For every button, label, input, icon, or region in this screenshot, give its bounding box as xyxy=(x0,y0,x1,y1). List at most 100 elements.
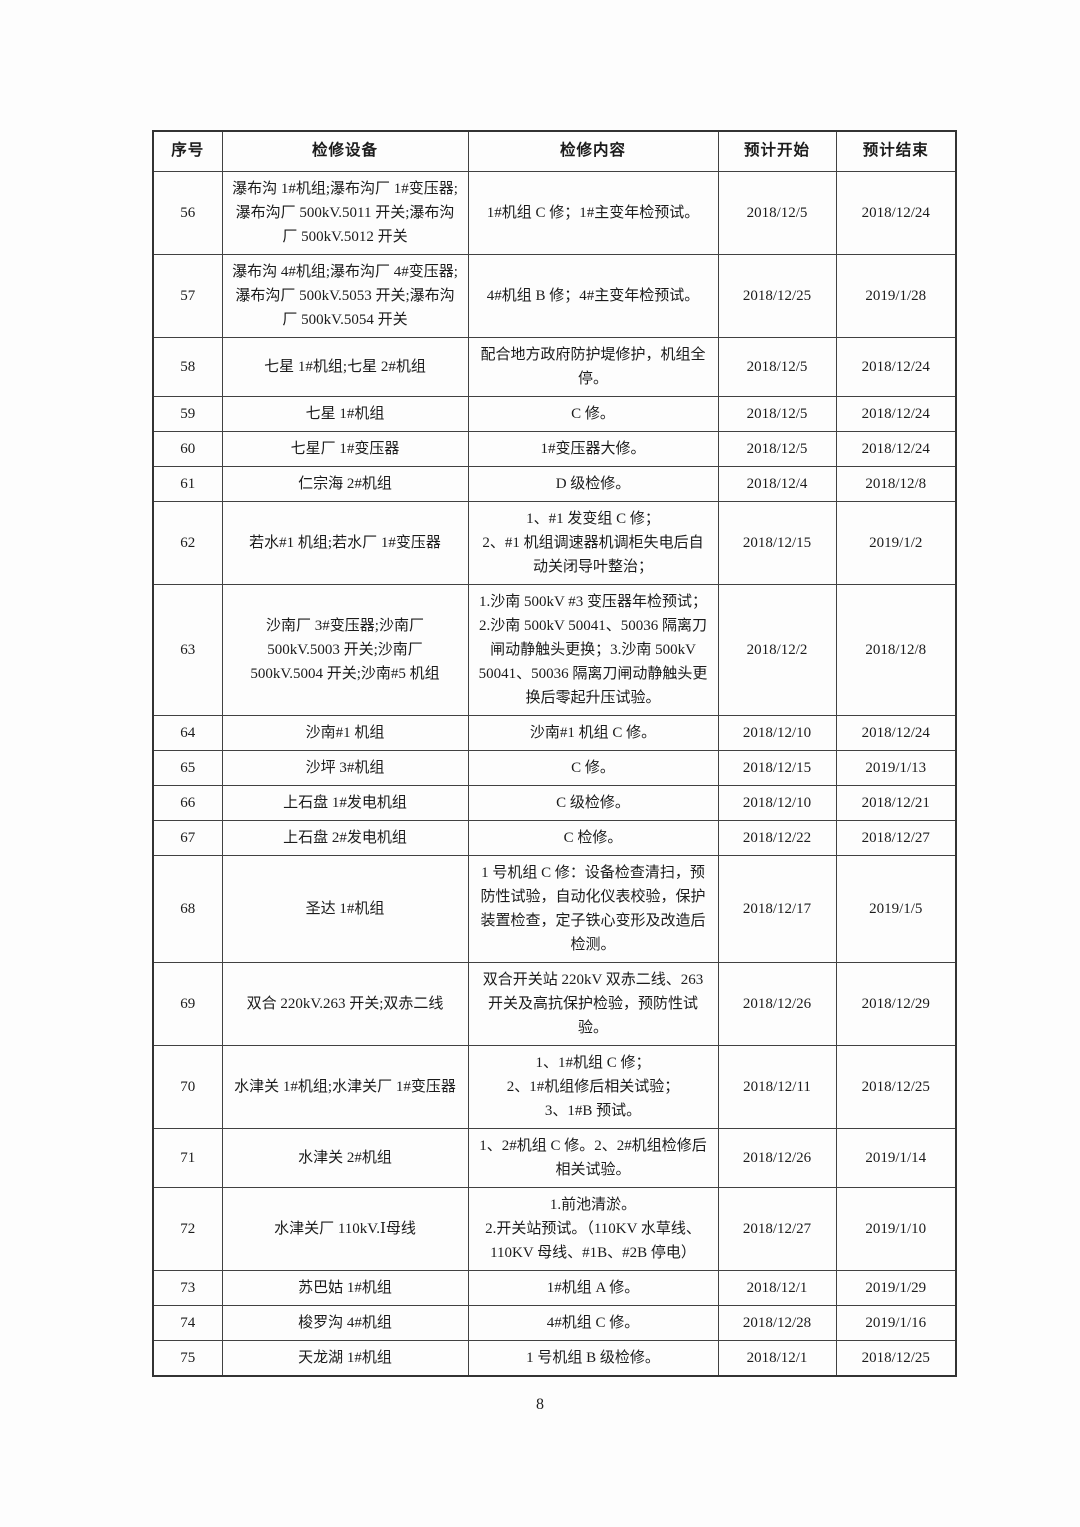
column-header-equipment: 检修设备 xyxy=(221,130,469,172)
cell-serial-number: 69 xyxy=(152,961,223,1046)
table-row: 70 水津关 1#机组;水津关厂 1#变压器 1、1#机组 C 修； 2、1#机… xyxy=(152,1044,957,1129)
cell-start-date: 2018/12/15 xyxy=(717,749,837,786)
cell-start-date: 2018/12/11 xyxy=(717,1044,837,1129)
cell-equipment: 水津关 1#机组;水津关厂 1#变压器 xyxy=(221,1044,469,1129)
table-row: 60 七星厂 1#变压器 1#变压器大修。 2018/12/5 2018/12/… xyxy=(152,430,957,467)
cell-end-date: 2019/1/10 xyxy=(835,1186,957,1271)
cell-end-date: 2018/12/21 xyxy=(835,784,957,821)
cell-equipment: 水津关 2#机组 xyxy=(221,1127,469,1188)
cell-end-date: 2019/1/5 xyxy=(835,854,957,963)
table-row: 71 水津关 2#机组 1、2#机组 C 修。2、2#机组检修后相关试验。 20… xyxy=(152,1127,957,1188)
cell-equipment: 七星 1#机组 xyxy=(221,395,469,432)
cell-end-date: 2018/12/24 xyxy=(835,395,957,432)
column-header-content: 检修内容 xyxy=(467,130,719,172)
cell-content: 4#机组 B 修；4#主变年检预试。 xyxy=(467,253,719,338)
cell-serial-number: 75 xyxy=(152,1339,223,1377)
table-row: 66 上石盘 1#发电机组 C 级检修。 2018/12/10 2018/12/… xyxy=(152,784,957,821)
cell-serial-number: 71 xyxy=(152,1127,223,1188)
cell-content: 1、2#机组 C 修。2、2#机组检修后相关试验。 xyxy=(467,1127,719,1188)
cell-content: 1#变压器大修。 xyxy=(467,430,719,467)
cell-start-date: 2018/12/1 xyxy=(717,1269,837,1306)
page-number: 8 xyxy=(536,1396,544,1413)
table-row: 65 沙坪 3#机组 C 修。 2018/12/15 2019/1/13 xyxy=(152,749,957,786)
cell-start-date: 2018/12/26 xyxy=(717,961,837,1046)
cell-equipment: 七星 1#机组;七星 2#机组 xyxy=(221,336,469,397)
column-header-start-date: 预计开始 xyxy=(717,130,837,172)
cell-start-date: 2018/12/2 xyxy=(717,583,837,716)
cell-end-date: 2019/1/13 xyxy=(835,749,957,786)
cell-serial-number: 74 xyxy=(152,1304,223,1341)
maintenance-schedule-table: 序号 检修设备 检修内容 预计开始 预计结束 56 瀑布沟 1#机组;瀑布沟厂 … xyxy=(152,130,957,1377)
cell-serial-number: 59 xyxy=(152,395,223,432)
cell-serial-number: 63 xyxy=(152,583,223,716)
cell-equipment: 上石盘 2#发电机组 xyxy=(221,819,469,856)
cell-equipment: 苏巴姑 1#机组 xyxy=(221,1269,469,1306)
table-row: 63 沙南厂 3#变压器;沙南厂 500kV.5003 开关;沙南厂 500kV… xyxy=(152,583,957,716)
cell-end-date: 2018/12/25 xyxy=(835,1339,957,1377)
cell-end-date: 2019/1/28 xyxy=(835,253,957,338)
cell-end-date: 2018/12/24 xyxy=(835,714,957,751)
cell-content: 1#机组 C 修；1#主变年检预试。 xyxy=(467,170,719,255)
cell-content: 1 号机组 C 修：设备检查清扫，预防性试验，自动化仪表校验，保护装置检查，定子… xyxy=(467,854,719,963)
cell-end-date: 2019/1/14 xyxy=(835,1127,957,1188)
cell-end-date: 2019/1/29 xyxy=(835,1269,957,1306)
cell-content: C 级检修。 xyxy=(467,784,719,821)
cell-equipment: 梭罗沟 4#机组 xyxy=(221,1304,469,1341)
cell-end-date: 2019/1/16 xyxy=(835,1304,957,1341)
cell-serial-number: 67 xyxy=(152,819,223,856)
cell-start-date: 2018/12/25 xyxy=(717,253,837,338)
cell-start-date: 2018/12/5 xyxy=(717,395,837,432)
cell-content: C 修。 xyxy=(467,395,719,432)
table-row: 72 水津关厂 110kV.Ⅰ母线 1.前池清淤。 2.开关站预试。（110KV… xyxy=(152,1186,957,1271)
cell-start-date: 2018/12/4 xyxy=(717,465,837,502)
cell-content: 1.沙南 500kV #3 变压器年检预试；2.沙南 500kV 50041、5… xyxy=(467,583,719,716)
cell-equipment: 仁宗海 2#机组 xyxy=(221,465,469,502)
cell-end-date: 2018/12/25 xyxy=(835,1044,957,1129)
header-row: 序号 检修设备 检修内容 预计开始 预计结束 xyxy=(152,130,957,172)
table-row: 64 沙南#1 机组 沙南#1 机组 C 修。 2018/12/10 2018/… xyxy=(152,714,957,751)
cell-serial-number: 73 xyxy=(152,1269,223,1306)
cell-serial-number: 62 xyxy=(152,500,223,585)
cell-serial-number: 61 xyxy=(152,465,223,502)
cell-content: D 级检修。 xyxy=(467,465,719,502)
cell-equipment: 上石盘 1#发电机组 xyxy=(221,784,469,821)
cell-end-date: 2018/12/29 xyxy=(835,961,957,1046)
table-row: 57 瀑布沟 4#机组;瀑布沟厂 4#变压器;瀑布沟厂 500kV.5053 开… xyxy=(152,253,957,338)
cell-start-date: 2018/12/15 xyxy=(717,500,837,585)
table-row: 58 七星 1#机组;七星 2#机组 配合地方政府防护堤修护，机组全停。 201… xyxy=(152,336,957,397)
table-row: 69 双合 220kV.263 开关;双赤二线 双合开关站 220kV 双赤二线… xyxy=(152,961,957,1046)
table-row: 59 七星 1#机组 C 修。 2018/12/5 2018/12/24 xyxy=(152,395,957,432)
cell-serial-number: 58 xyxy=(152,336,223,397)
column-header-serial-number: 序号 xyxy=(152,130,223,172)
column-header-end-date: 预计结束 xyxy=(835,130,957,172)
cell-start-date: 2018/12/5 xyxy=(717,336,837,397)
cell-start-date: 2018/12/17 xyxy=(717,854,837,963)
cell-end-date: 2018/12/24 xyxy=(835,336,957,397)
cell-equipment: 圣达 1#机组 xyxy=(221,854,469,963)
cell-equipment: 沙南#1 机组 xyxy=(221,714,469,751)
cell-serial-number: 60 xyxy=(152,430,223,467)
table-row: 67 上石盘 2#发电机组 C 检修。 2018/12/22 2018/12/2… xyxy=(152,819,957,856)
cell-end-date: 2019/1/2 xyxy=(835,500,957,585)
cell-serial-number: 68 xyxy=(152,854,223,963)
cell-equipment: 沙坪 3#机组 xyxy=(221,749,469,786)
table-row: 74 梭罗沟 4#机组 4#机组 C 修。 2018/12/28 2019/1/… xyxy=(152,1304,957,1341)
cell-content: 配合地方政府防护堤修护，机组全停。 xyxy=(467,336,719,397)
cell-serial-number: 57 xyxy=(152,253,223,338)
cell-content: 1、#1 发变组 C 修； 2、#1 机组调速器机调柜失电后自动关闭导叶整治； xyxy=(467,500,719,585)
cell-start-date: 2018/12/27 xyxy=(717,1186,837,1271)
cell-equipment: 沙南厂 3#变压器;沙南厂 500kV.5003 开关;沙南厂 500kV.50… xyxy=(221,583,469,716)
cell-start-date: 2018/12/5 xyxy=(717,430,837,467)
cell-content: C 修。 xyxy=(467,749,719,786)
cell-start-date: 2018/12/5 xyxy=(717,170,837,255)
cell-equipment: 双合 220kV.263 开关;双赤二线 xyxy=(221,961,469,1046)
cell-equipment: 七星厂 1#变压器 xyxy=(221,430,469,467)
cell-start-date: 2018/12/1 xyxy=(717,1339,837,1377)
cell-start-date: 2018/12/22 xyxy=(717,819,837,856)
cell-serial-number: 65 xyxy=(152,749,223,786)
table-row: 61 仁宗海 2#机组 D 级检修。 2018/12/4 2018/12/8 xyxy=(152,465,957,502)
cell-equipment: 瀑布沟 4#机组;瀑布沟厂 4#变压器;瀑布沟厂 500kV.5053 开关;瀑… xyxy=(221,253,469,338)
cell-start-date: 2018/12/28 xyxy=(717,1304,837,1341)
cell-end-date: 2018/12/24 xyxy=(835,170,957,255)
